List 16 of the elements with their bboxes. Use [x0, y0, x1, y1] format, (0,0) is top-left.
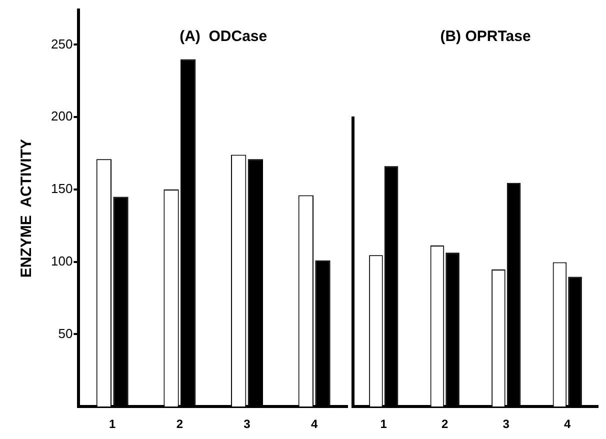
- y-tick-label: 200: [50, 108, 73, 124]
- chart-title: (B) OPRTase: [440, 28, 531, 46]
- y-tick-label: 150: [50, 181, 73, 196]
- y-tick-label: 250: [50, 36, 73, 52]
- x-tick-label: 1: [380, 417, 388, 432]
- x-tick-label: 4: [564, 417, 572, 432]
- x-tick-label: 4: [310, 417, 318, 432]
- y-axis-title: ENZYME ACTIVITY: [18, 138, 36, 278]
- text: (A) ODCase: [180, 28, 268, 46]
- y-tick-label: 50: [58, 326, 73, 341]
- x-tick-label: 1: [109, 417, 116, 432]
- x-tick-label: 2: [442, 417, 449, 432]
- x-tick-label: 3: [244, 417, 251, 432]
- y-tick-label: 100: [50, 253, 73, 268]
- x-tick-label: 3: [502, 417, 510, 432]
- x-tick-label: 2: [176, 417, 184, 432]
